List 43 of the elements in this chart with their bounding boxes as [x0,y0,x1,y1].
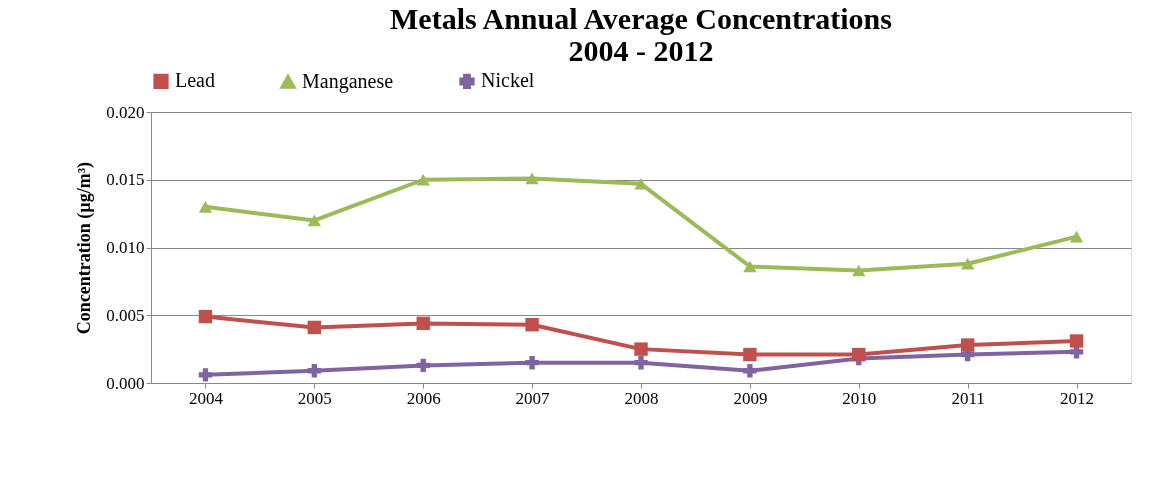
legend-label: Lead [175,69,215,92]
y-tick-label: 0.015 [106,170,145,190]
point [634,355,648,370]
legend-label: Nickel [481,69,535,92]
point [307,364,322,378]
legend-label: Manganese [302,69,394,93]
point [525,172,539,185]
x-tick-label: 2005 [297,388,332,408]
point [960,338,975,352]
point [198,201,213,213]
point [198,368,213,382]
point [743,347,757,362]
x-tick-label: 2006 [406,388,441,408]
point [743,260,757,273]
point [960,257,975,270]
y-tick-label: 0.010 [106,238,145,257]
point [634,342,648,356]
point [416,316,430,331]
chart-title: Metals Annual Average Concentrations 2004 - 2012 [390,2,892,67]
y-tick-label: 0.005 [106,305,145,325]
y-tick-label: 0.020 [106,102,145,122]
x-tick-label: 2011 [951,388,985,408]
point [634,178,648,190]
point [852,264,866,277]
point [307,320,322,335]
point [416,173,430,186]
point [1069,334,1084,348]
point [525,355,539,370]
point [416,358,430,373]
point [743,364,757,378]
x-tick-label: 2012 [1060,388,1095,408]
y-axis-title: Concentration (µg/m³) [74,161,96,335]
x-tick-label: 2004 [188,388,224,408]
point [1069,230,1084,243]
x-tick-label: 2008 [624,388,659,408]
x-tick-label: 2009 [733,388,768,408]
x-tick-label: 2007 [515,388,551,408]
x-tick-label: 2010 [842,388,877,408]
point [852,347,866,362]
point [525,318,539,332]
point [198,309,213,324]
point [307,214,322,227]
y-tick-label: 0.000 [106,373,145,393]
